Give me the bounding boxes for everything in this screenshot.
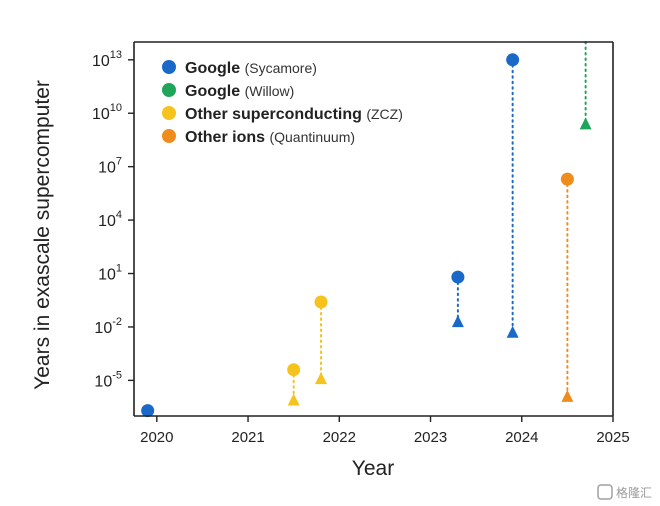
legend-label: Google (Sycamore): [185, 60, 317, 77]
legend-marker: [162, 106, 176, 120]
legend-marker: [162, 129, 176, 143]
data-circle-marker: [560, 172, 574, 186]
plot-frame: [133, 41, 614, 417]
y-tick-label: 107: [98, 156, 122, 177]
legend-label: Google (Willow): [185, 83, 294, 100]
y-axis-title: Years in exascale supercomputer: [31, 80, 54, 390]
legend-marker: [162, 60, 176, 74]
data-circle-marker: [141, 404, 155, 418]
x-tick-label: 2024: [505, 429, 538, 446]
x-tick-label: 2025: [596, 429, 629, 446]
y-tick-label: 1010: [92, 102, 122, 123]
axes: 2020 2021 2022 2023 2024 2025 10-5 10-2 101 104 10…: [92, 49, 630, 446]
legend-marker: [162, 83, 176, 97]
watermark: 格隆汇: [597, 484, 652, 500]
x-tick-label: 2022: [323, 429, 356, 446]
x-tick-label: 2021: [231, 429, 264, 446]
x-tick-label: 2020: [140, 429, 173, 446]
legend-label: Other superconducting (ZCZ): [185, 106, 403, 123]
data-triangle-marker: [579, 117, 592, 130]
y-tick-label: 104: [98, 209, 122, 230]
data-triangle-marker: [287, 393, 300, 406]
y-tick-label: 10-5: [94, 369, 122, 390]
data-triangle-marker: [315, 372, 328, 385]
data-triangle-marker: [451, 315, 464, 328]
x-axis-title: Year: [352, 457, 394, 480]
data-circle-marker: [506, 53, 520, 67]
watermark-text: 格隆汇: [616, 485, 652, 500]
watermark-logo-icon: [597, 484, 613, 500]
plot-markers: [141, 53, 592, 418]
x-tick-label: 2023: [414, 429, 447, 446]
y-tick-label: 10-2: [94, 316, 122, 337]
data-circle-marker: [451, 270, 465, 284]
legend: Google (Sycamore) Google (Willow) Other su…: [162, 60, 403, 146]
y-tick-label: 101: [98, 263, 122, 284]
y-tick-label: 1013: [92, 49, 122, 70]
plot-lines: [292, 41, 587, 401]
data-circle-marker: [287, 363, 301, 377]
data-circle-marker: [314, 295, 328, 309]
data-triangle-marker: [506, 325, 519, 338]
data-triangle-marker: [561, 389, 574, 402]
legend-label: Other ions (Quantinuum): [185, 129, 355, 146]
